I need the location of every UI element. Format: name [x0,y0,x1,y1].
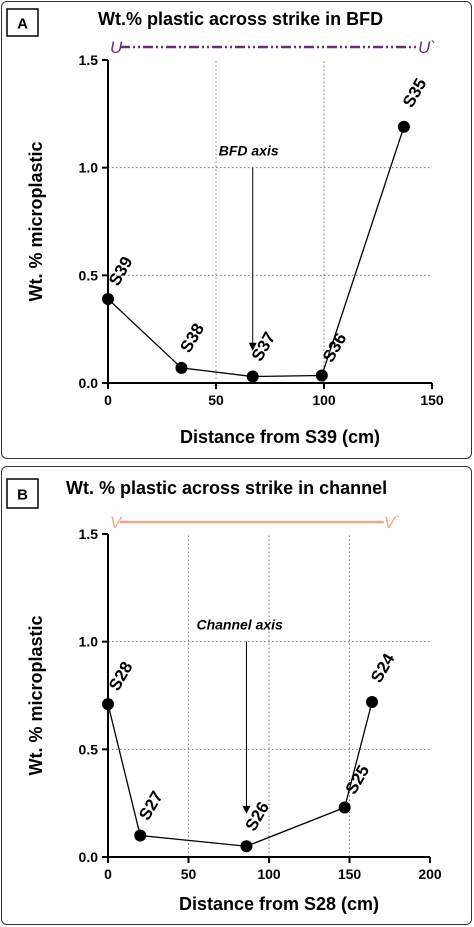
panel-b-letter: B [17,487,28,504]
panel-a-point-s39 [102,293,114,306]
panel-a-section-start-label: U [110,38,123,57]
panel-b-point-label-s25: S25 [342,762,374,798]
panel-a-point-s37 [246,370,259,383]
panel-a-x-axis-label: Distance from S39 (cm) [180,427,380,447]
panel-b-series-line [107,701,373,847]
panel-a-x-tick-label-0: 0 [104,392,112,408]
panel-a-y-tick-label-1: 0.5 [79,267,99,283]
panel-b-point-s24 [366,695,379,708]
panel-a-title: Wt.% plastic across strike in BFD [98,9,383,29]
panel-a-point-label-s38: S38 [176,320,208,356]
panel-b-point-label-s24: S24 [367,650,399,686]
panel-a-point-label-s36: S36 [319,330,351,366]
panel-a-letter-box [6,8,39,37]
panel-b-point-s25 [338,801,351,814]
panel-b-y-tick-label-0: 0.0 [79,849,99,865]
panel-a-y-tick-label-3: 1.5 [79,52,99,68]
panel-b-section-end-label: V` [384,513,401,532]
panel-a-x-tick-label-3: 150 [420,392,444,408]
panel-a-point-s35 [397,120,410,133]
panel-a-y-tick-label-2: 1.0 [79,160,99,176]
panel-b-axis-annotation: Channel axis [196,617,283,633]
panel-b-title: Wt. % plastic across strike in channel [66,478,387,498]
panel-b-point-s27 [134,829,147,842]
panel-b-x-tick-label-1: 50 [181,866,197,882]
panel-b-point-s28 [102,698,114,711]
panel-b-point-label-s28: S28 [105,658,137,694]
panel-a-axis-annotation: BFD axis [219,143,279,159]
panel-a-point-label-s35: S35 [399,75,431,111]
panel-a-x-tick-label-2: 100 [312,392,336,408]
panel-b-y-tick-label-2: 1.0 [79,634,99,650]
panel-b-x-axis-label: Distance from S28 (cm) [179,894,379,914]
panel-a-y-axis-label: Wt. % microplastic [26,141,46,301]
panel-b-section-start-label: V [110,513,123,532]
panel-a-section-end-label: U` [418,38,436,57]
panel-b-letter-box [6,478,39,509]
panel-b-x-tick-label-2: 100 [257,866,281,882]
panel-b-y-tick-label-1: 0.5 [79,741,99,757]
panel-a-annotation-arrow-head [248,342,257,351]
panel-a-point-s38 [175,361,188,374]
panel-b-y-axis-label: Wt. % microplastic [26,615,46,775]
panel-b-point-s26 [240,840,253,853]
panel-b-x-tick-label-0: 0 [104,866,112,882]
panel-b-x-tick-label-3: 150 [338,866,362,882]
panel-b-point-label-s27: S27 [135,788,167,824]
panel-a-y-tick-label-0: 0.0 [79,375,99,391]
panel-a-point-s36 [315,369,328,382]
panel-a-point-label-s39: S39 [105,253,137,289]
panel-a-letter: A [17,16,28,33]
panel-a-x-tick-label-1: 50 [208,392,224,408]
panel-b-y-tick-label-3: 1.5 [79,526,99,542]
panel-b-x-tick-label-4: 200 [418,866,442,882]
panel-b-annotation-arrow-head [242,805,251,814]
panel-b [1,466,472,925]
